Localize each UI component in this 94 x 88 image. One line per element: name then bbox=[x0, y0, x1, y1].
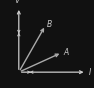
Text: I: I bbox=[88, 68, 91, 77]
Text: A: A bbox=[63, 48, 68, 57]
Text: B: B bbox=[47, 20, 52, 29]
Text: V: V bbox=[14, 0, 20, 5]
